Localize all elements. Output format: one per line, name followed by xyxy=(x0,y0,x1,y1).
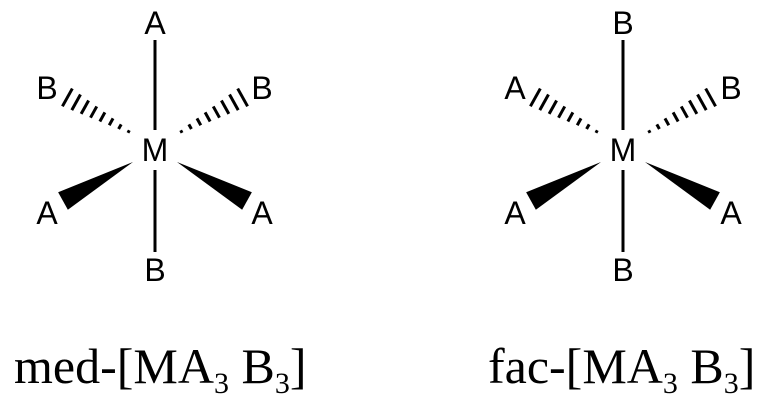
fac-upper-right-hashed-bond-hash xyxy=(671,111,680,123)
mer-upper-right-hashed-bond-hash xyxy=(236,87,249,108)
fac-upper-right-hashed-bond-hash xyxy=(679,105,689,119)
mer-lower-left-ligand: A xyxy=(36,195,58,231)
mer-lower-right-wedge-bond xyxy=(177,162,252,210)
fac-upper-left-hashed-bond xyxy=(529,87,599,134)
mer-caption-mid: B xyxy=(228,338,275,394)
mer-upper-left-hashed-bond-hash xyxy=(70,93,82,111)
mer-upper-left-hashed-bond-hash xyxy=(79,99,90,115)
fac-upper-left-hashed-bond-hash xyxy=(538,93,550,111)
fac-upper-left-hashed-bond-hash xyxy=(566,111,575,123)
mer-caption-prefix: med-[MA xyxy=(14,338,214,394)
fac-caption-prefix: fac-[MA xyxy=(488,338,663,394)
mer-upper-right-hashed-bond-hash xyxy=(195,117,203,126)
mer-caption-suffix: ] xyxy=(289,338,307,394)
fac-upper-left-ligand: A xyxy=(504,70,526,106)
mer-upper-left-hashed-bond-hash xyxy=(61,87,74,108)
fac-upper-right-hashed-bond xyxy=(647,87,717,134)
fac-upper-left-hashed-bond-hash xyxy=(575,117,583,126)
fac-lower-right-ligand: A xyxy=(720,195,742,231)
mer-upper-right-hashed-bond-hash xyxy=(187,123,193,130)
mer-upper-right-ligand: B xyxy=(251,70,273,106)
fac-metal-center: M xyxy=(609,132,637,168)
mer-lower-right-ligand: A xyxy=(251,195,273,231)
mer-caption: med-[MA3 B3] xyxy=(14,338,307,399)
fac-upper-left-hashed-bond-hash xyxy=(547,99,558,115)
fac-caption: fac-[MA3 B3] xyxy=(488,338,756,399)
fac-upper-left-hashed-bond-hash xyxy=(594,129,599,134)
fac-lower-left-wedge-bond xyxy=(526,162,601,210)
mer-upper-left-hashed-bond-hash xyxy=(89,105,99,119)
fac-caption-subscript-a: 3 xyxy=(662,367,678,400)
fac-upper-right-hashed-bond-hash xyxy=(655,123,661,130)
mer-upper-left-hashed-bond-hash xyxy=(98,111,107,123)
fac-lower-right-wedge-bond xyxy=(645,162,720,210)
mer-bottom-ligand: B xyxy=(144,252,166,288)
fac-lower-left-ligand: A xyxy=(504,195,526,231)
mer-upper-right-hashed-bond-hash xyxy=(179,129,184,134)
fac-upper-left-hashed-bond-hash xyxy=(557,105,567,119)
fac-upper-right-ligand: B xyxy=(720,70,742,106)
fac-upper-right-hashed-bond-hash xyxy=(647,129,652,134)
fac-top-ligand: B xyxy=(612,5,634,41)
fac-upper-left-hashed-bond-hash xyxy=(585,123,591,130)
mer-caption-subscript-b: 3 xyxy=(274,367,290,400)
mer-upper-right-hashed-bond-hash xyxy=(228,93,240,111)
fac-upper-right-hashed-bond-hash xyxy=(704,87,717,108)
mer-upper-left-hashed-bond-hash xyxy=(126,129,131,134)
fac-bottom-ligand: B xyxy=(612,252,634,288)
mer-upper-right-hashed-bond-hash xyxy=(220,99,231,115)
fac-upper-left-hashed-bond-hash xyxy=(529,87,542,108)
mer-upper-left-ligand: B xyxy=(36,70,58,106)
fac-upper-right-hashed-bond-hash xyxy=(688,99,699,115)
mer-upper-right-hashed-bond-hash xyxy=(203,111,212,123)
mer-caption-subscript-a: 3 xyxy=(213,367,229,400)
mer-upper-left-hashed-bond xyxy=(61,87,131,134)
fac-caption-mid: B xyxy=(677,338,724,394)
fac-upper-right-hashed-bond-hash xyxy=(663,117,671,126)
mer-top-ligand: A xyxy=(144,5,166,41)
mer-metal-center: M xyxy=(141,132,169,168)
mer-lower-left-wedge-bond xyxy=(58,162,133,210)
fac-caption-suffix: ] xyxy=(738,338,756,394)
fac-upper-right-hashed-bond-hash xyxy=(696,93,708,111)
mer-upper-right-hashed-bond-hash xyxy=(211,105,221,119)
mer-upper-right-hashed-bond xyxy=(179,87,249,134)
mer-upper-left-hashed-bond-hash xyxy=(117,123,123,130)
mer-upper-left-hashed-bond-hash xyxy=(107,117,115,126)
fac-caption-subscript-b: 3 xyxy=(723,367,739,400)
